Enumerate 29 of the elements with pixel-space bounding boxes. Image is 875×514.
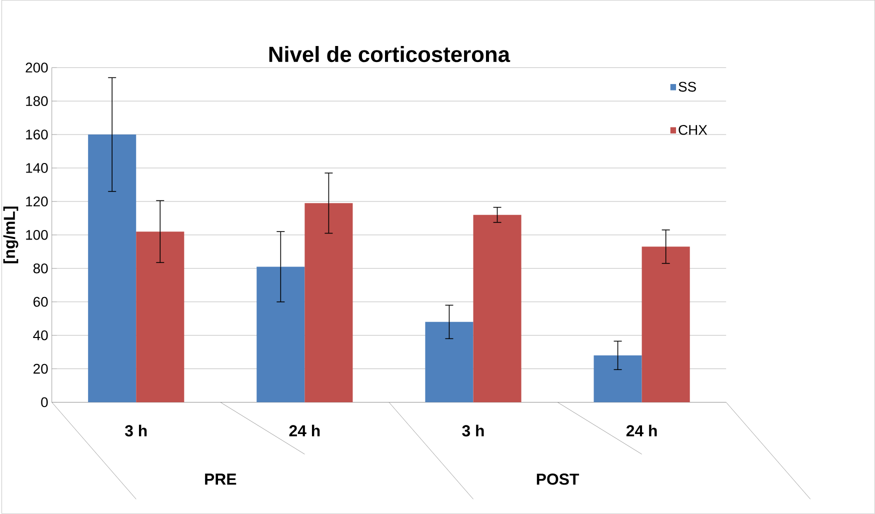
bar — [642, 246, 690, 402]
y-tick-label: 20 — [34, 364, 48, 374]
y-tick-label: 60 — [34, 296, 48, 307]
y-tick-label: 40 — [33, 330, 48, 340]
y-tick-label: 0 — [41, 397, 48, 408]
bar — [136, 232, 184, 402]
bar — [425, 322, 474, 402]
legend-label: SS — [678, 82, 696, 92]
chart-title: Nivel de corticosterona — [269, 46, 510, 62]
y-tick-label: 80 — [33, 264, 48, 274]
text: POST — [536, 474, 580, 485]
x-tick-label: 3 h — [124, 424, 147, 437]
bar — [594, 355, 642, 402]
y-tick-label: 120 — [26, 196, 48, 206]
bar — [304, 203, 353, 402]
bar — [88, 134, 136, 402]
x-tick-label: 24 h — [626, 424, 657, 436]
y-axis-title: [ng/mL] — [3, 206, 18, 264]
y-tick-label: 140 — [26, 163, 48, 174]
bar — [473, 214, 522, 402]
legend-label: CHX — [678, 125, 708, 135]
y-tick-label: 160 — [26, 130, 48, 140]
bar — [256, 266, 305, 402]
y-tick-label: 200 — [26, 62, 48, 73]
x-tick-label: 24 h — [289, 424, 320, 436]
text: PRE — [205, 474, 236, 485]
x-tick-label: 3 h — [462, 424, 484, 437]
y-tick-label: 100 — [26, 230, 48, 240]
y-tick-label: 180 — [26, 96, 48, 106]
